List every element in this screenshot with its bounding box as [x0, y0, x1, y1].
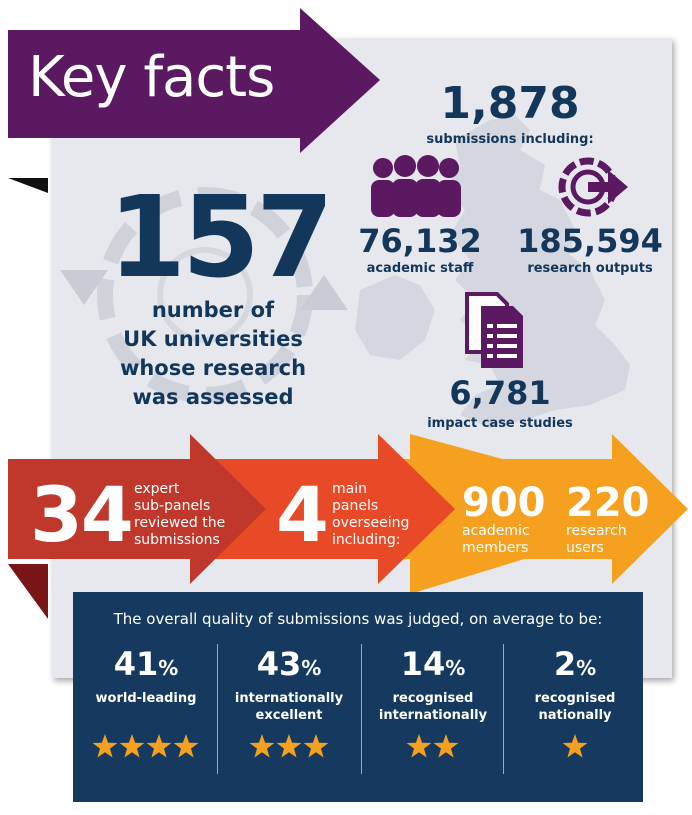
star-icon: [146, 734, 172, 758]
academic-members-count: 900: [462, 480, 546, 526]
quality-label: world-leading: [95, 691, 197, 706]
sub-panels-count: 34: [30, 470, 134, 559]
submissions-label: submissions including:: [426, 132, 594, 147]
research-outputs-count: 185,594: [517, 222, 663, 260]
outputs-arrow-icon: [558, 157, 628, 217]
people-icon: [371, 155, 461, 217]
research-outputs-label: research outputs: [527, 261, 653, 276]
title-arrow-banner: [8, 8, 380, 193]
quality-item-internationally-excellent: 43% internationally excellent: [218, 644, 360, 760]
quality-percent: 14%: [400, 645, 466, 683]
star-rating: [362, 734, 504, 760]
documents-icon: [465, 292, 523, 368]
star-icon: [249, 734, 274, 758]
panels-arrow-band: [8, 434, 688, 619]
quality-percent: 41%: [113, 645, 179, 683]
stars: [92, 734, 199, 758]
research-users-count: 220: [566, 480, 650, 526]
quality-divider: [217, 644, 218, 774]
star-rating: [75, 734, 217, 760]
quality-percent: 2%: [553, 645, 597, 683]
quality-divider: [503, 644, 504, 774]
quality-percent: 43%: [256, 645, 322, 683]
sub-panels-caption: expert sub-panels reviewed the submissio…: [134, 481, 226, 548]
quality-title: The overall quality of submissions was j…: [113, 610, 603, 628]
universities-count: 157: [108, 173, 334, 303]
quality-item-recognised-internationally: 14% recognised internationally: [362, 644, 504, 760]
academic-staff-label: academic staff: [366, 261, 474, 276]
academic-staff-count: 76,132: [358, 222, 482, 260]
star-icon: [562, 734, 587, 758]
impact-case-studies-count: 6,781: [449, 374, 551, 412]
quality-item-recognised-nationally: 2% recognised nationally: [504, 644, 646, 760]
star-icon: [92, 734, 118, 758]
star-icon: [303, 734, 328, 758]
academic-members-caption: academic members: [462, 523, 530, 556]
stars: [406, 734, 459, 758]
stars: [562, 734, 587, 758]
quality-divider: [361, 644, 362, 774]
quality-label: recognised nationally: [534, 691, 616, 723]
stars: [249, 734, 328, 758]
star-icon: [276, 734, 301, 758]
star-icon: [433, 734, 459, 758]
quality-label: recognised internationally: [378, 691, 488, 723]
main-panels-caption: main panels overseeing including:: [332, 481, 410, 548]
star-icon: [119, 734, 145, 758]
star-rating: [504, 734, 646, 760]
main-panels-count: 4: [276, 470, 329, 559]
star-icon: [406, 734, 432, 758]
star-rating: [218, 734, 360, 760]
star-icon: [173, 734, 199, 758]
universities-caption: number of UK universities whose research…: [119, 298, 307, 409]
quality-panel: The overall quality of submissions was j…: [73, 592, 643, 802]
research-users-caption: research users: [566, 523, 627, 556]
quality-label: internationally excellent: [234, 691, 344, 723]
quality-item-world-leading: 41% world-leading: [75, 644, 217, 760]
submissions-count: 1,878: [440, 78, 580, 129]
impact-case-studies-label: impact case studies: [427, 416, 573, 431]
page-title: Key facts: [28, 45, 275, 110]
recycle-arrows-illustration: [60, 187, 348, 403]
